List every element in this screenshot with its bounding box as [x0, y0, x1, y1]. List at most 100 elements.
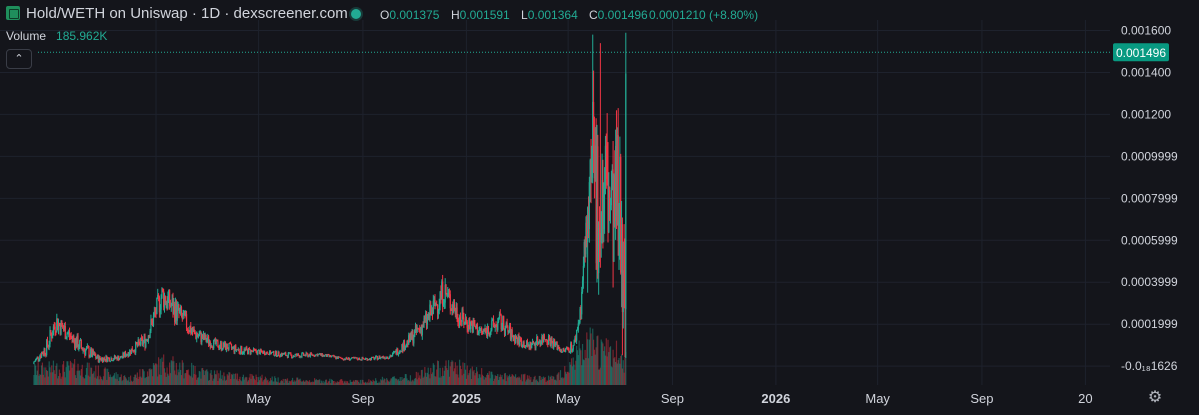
candle-body	[167, 297, 169, 309]
volume-bar	[616, 363, 618, 385]
candle-body	[533, 343, 535, 344]
volume-bar	[510, 376, 512, 385]
volume-bar	[461, 375, 463, 385]
volume-bar	[340, 379, 342, 385]
candle-body	[151, 319, 153, 321]
volume-bar	[423, 376, 425, 385]
volume-bar	[498, 379, 500, 385]
candle-body	[100, 358, 102, 361]
volume-bar	[110, 376, 112, 385]
ohlc-close: C0.001496	[589, 8, 648, 22]
volume-bar	[176, 375, 178, 385]
candle-body	[195, 333, 197, 339]
volume-bar	[476, 371, 479, 385]
volume-bar	[342, 383, 345, 385]
candle-body	[437, 308, 440, 314]
volume-bar	[523, 374, 525, 385]
volume-bar	[585, 358, 587, 385]
volume-bar	[90, 367, 93, 385]
candle-body	[199, 332, 201, 335]
volume-bar	[410, 381, 412, 385]
volume-bar	[436, 360, 439, 385]
candle-body	[63, 325, 66, 331]
candle-body	[608, 190, 610, 233]
candle-body	[554, 343, 557, 346]
candle-body	[493, 325, 495, 328]
volume-bar	[228, 372, 230, 385]
volume-bar	[296, 377, 298, 385]
volume-bar	[346, 380, 348, 385]
volume-bar	[159, 358, 161, 385]
candle-body	[59, 324, 61, 335]
candle-body	[85, 347, 88, 350]
volume-bar	[229, 372, 231, 385]
volume-bar	[384, 379, 386, 385]
volume-bar	[185, 370, 188, 385]
candle-body	[573, 341, 575, 346]
candle-body	[219, 342, 222, 347]
volume-bar	[456, 365, 458, 385]
chart-header: Hold/WETH on Uniswap · 1D · dexscreener.…	[0, 0, 1199, 28]
candle-body	[375, 356, 377, 359]
candle-body	[222, 342, 224, 350]
volume-bar	[395, 378, 397, 385]
volume-bar	[363, 382, 365, 385]
candle-body	[497, 321, 499, 330]
volume-bar	[543, 377, 546, 385]
candle-body	[154, 311, 156, 313]
volume-bar	[601, 341, 603, 385]
candle-body	[225, 343, 228, 350]
volume-bar	[262, 381, 264, 385]
candle-body	[174, 304, 176, 322]
volume-bar	[185, 372, 187, 385]
candle-body	[163, 296, 166, 308]
volume-bar	[416, 379, 418, 385]
candle-body	[36, 356, 38, 358]
volume-bar	[316, 380, 318, 385]
candle-body	[144, 336, 146, 348]
candle-body	[459, 316, 461, 326]
candle-body	[551, 338, 553, 343]
volume-bar	[123, 375, 125, 385]
volume-bar	[274, 376, 276, 385]
volume-bar	[495, 375, 497, 385]
volume-bar	[561, 377, 563, 385]
volume-bar	[96, 378, 98, 385]
change-value: 0.0001210 (+8.80%)	[649, 8, 759, 22]
volume-bar	[40, 374, 42, 385]
volume-bar	[474, 375, 476, 385]
candle-body	[604, 189, 606, 194]
candle-body	[464, 318, 467, 325]
volume-bar	[203, 375, 205, 385]
volume-bar	[74, 359, 76, 385]
candle-body	[538, 341, 540, 342]
chart-settings-gear-icon[interactable]: ⚙	[1147, 389, 1163, 406]
volume-bar	[503, 379, 505, 385]
candle-body	[563, 348, 565, 350]
candle-body	[162, 288, 164, 292]
candle-body	[412, 331, 414, 344]
volume-bar	[550, 375, 552, 385]
candle-body	[408, 335, 410, 345]
volume-bar	[46, 370, 48, 385]
candle-body	[609, 205, 612, 210]
candle-body	[378, 356, 380, 359]
volume-bar	[487, 374, 490, 385]
volume-bar	[254, 380, 256, 385]
candle-body	[419, 327, 422, 331]
candle-body	[561, 351, 563, 353]
candle-body	[596, 146, 598, 264]
volume-bar	[180, 369, 182, 385]
collapse-legend-button[interactable]: ⌃	[6, 49, 32, 69]
candle-body	[442, 304, 445, 306]
volume-bar	[549, 376, 551, 385]
volume-bar	[576, 345, 578, 385]
x-tick-label: Sep	[351, 391, 374, 406]
x-tick-label: 2026	[761, 391, 790, 406]
candle-body	[254, 349, 256, 351]
candle-body	[148, 335, 150, 338]
volume-bar	[546, 380, 548, 385]
candle-body	[547, 342, 549, 345]
candle-body	[388, 357, 390, 359]
